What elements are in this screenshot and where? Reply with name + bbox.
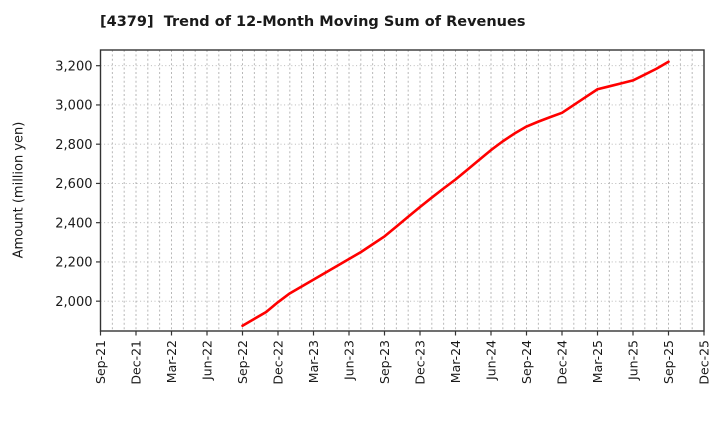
y-tick-label: 3,200 xyxy=(55,59,92,74)
x-tick-label: Dec-22 xyxy=(271,340,286,385)
x-tick-label: Mar-22 xyxy=(164,340,179,383)
y-tick-label: 3,000 xyxy=(55,99,92,114)
y-tick-label: 2,000 xyxy=(55,295,92,310)
chart-title: [4379] Trend of 12-Month Moving Sum of R… xyxy=(100,14,526,30)
x-tick-label: Jun-24 xyxy=(484,340,499,381)
x-tick-label: Sep-24 xyxy=(519,340,534,384)
x-tick-label: Mar-23 xyxy=(306,340,321,383)
x-tick-label: Sep-23 xyxy=(377,340,392,384)
y-tick-label: 2,200 xyxy=(55,256,92,271)
x-tick-label: Mar-25 xyxy=(590,340,605,383)
plot-border xyxy=(99,49,705,332)
y-tick-label: 2,800 xyxy=(55,138,92,153)
x-tick-label: Dec-21 xyxy=(129,340,144,385)
x-tick-label: Sep-21 xyxy=(93,340,108,384)
x-tick-label: Dec-23 xyxy=(413,340,428,385)
y-tick-label: 2,600 xyxy=(55,177,92,192)
x-tick-label: Dec-24 xyxy=(555,340,570,385)
revenue-line xyxy=(241,60,670,328)
x-tick-label: Mar-24 xyxy=(448,340,463,383)
x-tick-label: Sep-25 xyxy=(661,340,676,384)
y-tick-label: 2,400 xyxy=(55,216,92,231)
x-tick-label: Jun-22 xyxy=(200,340,215,381)
x-tick-label: Sep-22 xyxy=(235,340,250,384)
x-tick-label: Jun-23 xyxy=(342,340,357,381)
x-tick-label: Jun-25 xyxy=(626,340,641,381)
x-tick-label: Dec-25 xyxy=(697,340,712,385)
